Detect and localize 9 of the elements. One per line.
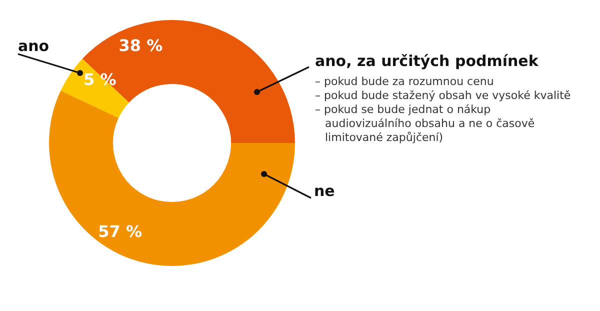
data-label: 57 %: [98, 222, 142, 242]
slice-label: ne: [314, 182, 335, 200]
text: – pokud bude stažený obsah ve vysoké kvalitě: [315, 88, 571, 102]
data-label: 38 %: [118, 36, 163, 55]
slice-label: ano: [18, 36, 50, 55]
text: – pokud bude za rozumnou cenu: [315, 74, 494, 88]
data-label: 5 %: [84, 70, 116, 89]
text: – pokud se bude jednat o nákup audiovizuálního obsahu a ne o časově limitované zapůjčení): [315, 102, 535, 144]
slice-label: ano, za určitých podmínek: [315, 52, 540, 70]
